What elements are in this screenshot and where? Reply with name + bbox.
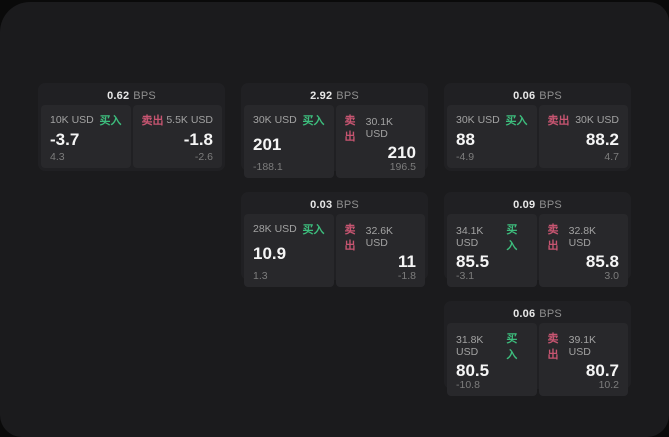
buy-tag: 买入 [302,224,325,236]
buy-delta: -4.9 [456,151,475,163]
sell-panel[interactable]: 卖出 5.5K USD -1.8 -2.6 [132,105,222,168]
buy-price: 80.5 [456,361,490,380]
sell-panel[interactable]: 卖出 30.1K USD 210 196.5 [335,105,425,178]
sell-price: 210 [387,143,416,162]
buy-amount: 31.8K USD [456,334,484,358]
buy-tag: 买入 [505,115,528,127]
sell-panel[interactable]: 卖出 39.1K USD 80.7 10.2 [538,323,628,396]
spread-value: 0.03 [310,198,333,211]
sell-delta: 3.0 [604,270,619,282]
buy-tag: 买入 [506,333,518,361]
sell-tag: 卖出 [344,115,356,143]
buy-amount: 30K USD [456,114,500,126]
quote-card[interactable]: 0.09 BPS 34.1K USD 买入 85.5 -3.1 卖出 32.8K… [444,192,631,287]
quote-card[interactable]: 0.62 BPS 10K USD 买入 -3.7 4.3 卖出 5.5K USD [38,83,225,171]
bps-unit-label: BPS [539,198,562,211]
sell-price: 11 [398,252,416,271]
buy-price: 10.9 [253,244,287,263]
sell-amount: 32.6K USD [365,225,394,249]
buy-tag: 买入 [99,115,122,127]
buy-delta: -10.8 [456,379,480,391]
bps-unit-label: BPS [539,307,562,320]
sell-delta: -1.8 [397,270,416,282]
buy-panel[interactable]: 30K USD 买入 88 -4.9 [447,105,537,168]
spread-value: 2.92 [310,89,333,102]
spread-value: 0.06 [513,307,536,320]
sell-amount: 5.5K USD [166,114,213,126]
buy-delta: -3.1 [456,270,475,282]
sell-price: 85.8 [585,252,619,271]
sell-amount: 32.8K USD [568,225,597,249]
buy-amount: 10K USD [50,114,94,126]
buy-delta: -188.1 [253,161,283,173]
spread-header: 0.06 BPS [447,304,628,323]
spread-header: 0.03 BPS [244,195,425,214]
buy-price: 85.5 [456,252,490,271]
spread-value: 0.09 [513,198,536,211]
spread-header: 2.92 BPS [244,86,425,105]
sell-delta: -2.6 [194,151,213,163]
sell-tag: 卖出 [547,224,559,252]
sell-price: 80.7 [585,361,619,380]
bps-unit-label: BPS [336,89,359,102]
buy-amount: 34.1K USD [456,225,484,249]
sell-panel[interactable]: 卖出 30K USD 88.2 4.7 [538,105,628,168]
buy-delta: 4.3 [50,151,65,163]
sell-amount: 30.1K USD [365,116,394,140]
sell-delta: 4.7 [604,151,619,163]
sell-tag: 卖出 [547,333,559,361]
sell-panel[interactable]: 卖出 32.8K USD 85.8 3.0 [538,214,628,287]
quote-card-grid: 0.62 BPS 10K USD 买入 -3.7 4.3 卖出 5.5K USD [38,83,631,396]
buy-tag: 买入 [302,115,325,127]
buy-panel[interactable]: 10K USD 买入 -3.7 4.3 [41,105,131,168]
buy-price: 88 [456,130,475,149]
buy-price: 201 [253,135,282,154]
buy-panel[interactable]: 31.8K USD 买入 80.5 -10.8 [447,323,537,396]
sell-amount: 30K USD [575,114,619,126]
spread-header: 0.09 BPS [447,195,628,214]
buy-delta: 1.3 [253,270,268,282]
buy-panel[interactable]: 30K USD 买入 201 -188.1 [244,105,334,178]
buy-panel[interactable]: 34.1K USD 买入 85.5 -3.1 [447,214,537,287]
buy-price: -3.7 [50,130,80,149]
sell-delta: 10.2 [598,379,619,391]
sell-tag: 卖出 [547,115,570,127]
bps-unit-label: BPS [336,198,359,211]
sell-delta: 196.5 [389,161,416,173]
spread-value: 0.06 [513,89,536,102]
spread-value: 0.62 [107,89,130,102]
sell-panel[interactable]: 卖出 32.6K USD 11 -1.8 [335,214,425,287]
sell-price: -1.8 [183,130,213,149]
sell-tag: 卖出 [141,115,164,127]
sell-tag: 卖出 [344,224,356,252]
buy-panel[interactable]: 28K USD 买入 10.9 1.3 [244,214,334,287]
spread-header: 0.62 BPS [41,86,222,105]
sell-amount: 39.1K USD [568,334,597,358]
buy-amount: 30K USD [253,114,297,126]
quote-card[interactable]: 0.06 BPS 31.8K USD 买入 80.5 -10.8 卖出 39.1… [444,301,631,396]
spread-header: 0.06 BPS [447,86,628,105]
quote-card[interactable]: 0.06 BPS 30K USD 买入 88 -4.9 卖出 30K USD [444,83,631,171]
sell-price: 88.2 [585,130,619,149]
quote-card[interactable]: 2.92 BPS 30K USD 买入 201 -188.1 卖出 30.1K … [241,83,428,178]
buy-tag: 买入 [506,224,518,252]
quote-card[interactable]: 0.03 BPS 28K USD 买入 10.9 1.3 卖出 32.6K US… [241,192,428,287]
buy-amount: 28K USD [253,223,297,235]
bps-unit-label: BPS [539,89,562,102]
bps-unit-label: BPS [133,89,156,102]
